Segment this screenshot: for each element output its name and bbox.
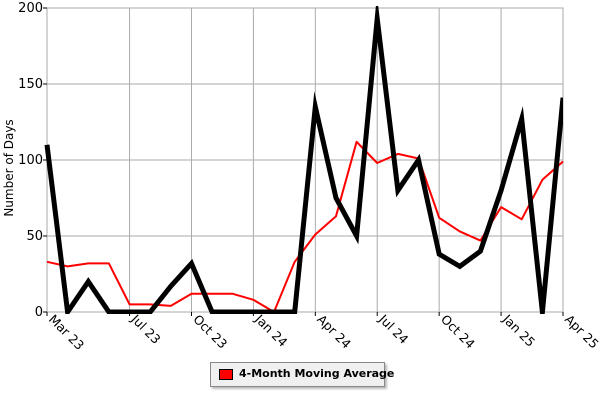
x-tick-label: Jan 24 [252, 311, 291, 350]
series-line-moving-average [46, 140, 564, 313]
series-line-monthly [44, 6, 563, 314]
legend-swatch-moving-average [219, 369, 233, 380]
legend-label-moving-average: 4-Month Moving Average [239, 367, 395, 380]
y-axis: 0 50 100 150 200 [18, 1, 47, 320]
series-group [44, 6, 564, 314]
x-tick-label: Jul 24 [375, 311, 411, 347]
y-tick-label: 50 [26, 229, 43, 244]
legend: 4-Month Moving Average [210, 362, 394, 387]
x-tick-label: Jul 23 [128, 311, 164, 347]
y-tick-label: 0 [35, 305, 43, 320]
y-tick-label: 100 [18, 153, 43, 168]
grid-lines [46, 7, 564, 313]
y-tick-label: 200 [18, 1, 43, 16]
x-axis: Mar 23 Jul 23 Oct 23 Jan 24 Apr 24 Jul 24 Oct … [46, 311, 600, 353]
x-tick-label: Mar 23 [46, 312, 87, 353]
x-tick-label: Apr 24 [314, 312, 354, 352]
x-tick-label: Apr 25 [562, 312, 600, 352]
y-tick-label: 150 [18, 77, 43, 92]
y-axis-label: Number of Days [2, 119, 16, 216]
x-tick-label: Oct 24 [438, 312, 478, 352]
x-tick-label: Jan 25 [499, 311, 538, 350]
x-tick-label: Oct 23 [190, 312, 230, 352]
